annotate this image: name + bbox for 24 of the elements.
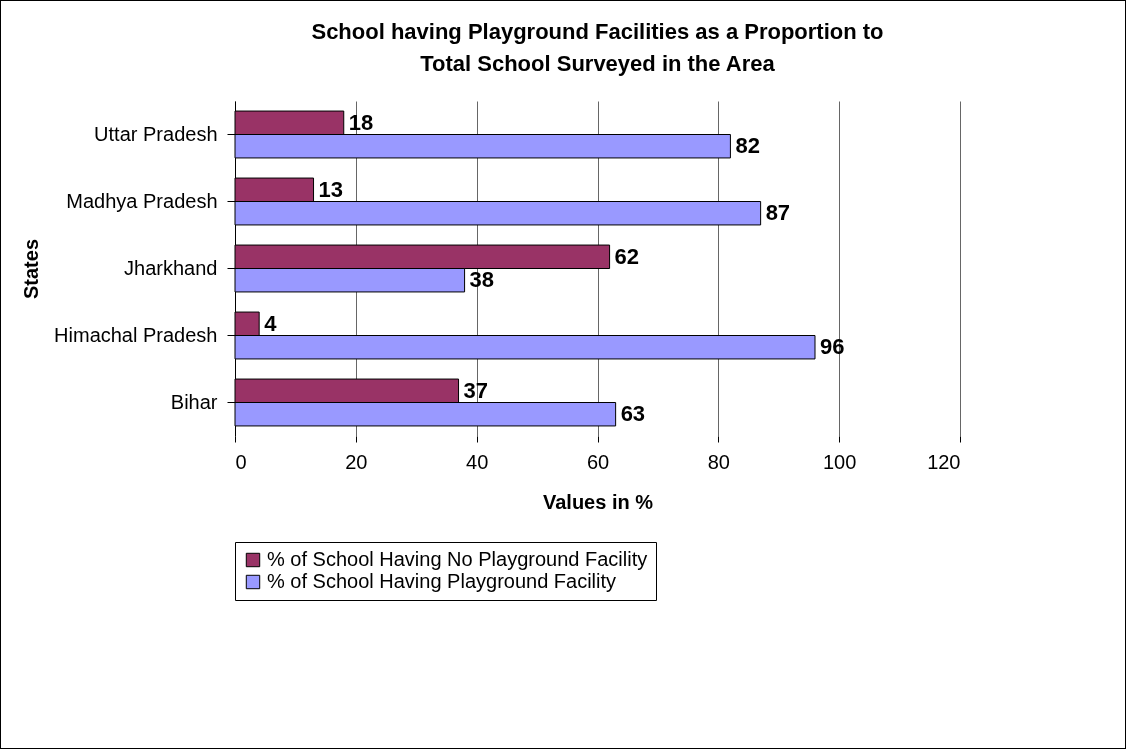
y-tick-label: Himachal Pradesh [54, 323, 218, 346]
x-tick-label: 120 [927, 450, 961, 473]
data-label: 82 [735, 133, 760, 159]
y-tick-label: Jharkhand [124, 256, 218, 279]
x-tick-label: 0 [235, 450, 247, 473]
data-label: 4 [264, 310, 278, 336]
x-tick-label: 100 [822, 450, 857, 473]
data-label: 63 [620, 401, 646, 427]
y-axis-title: States [20, 238, 43, 300]
data-label: 13 [318, 176, 344, 202]
text: School having Playground Facilities as a Proportion to [311, 19, 884, 44]
legend-label: % of School Having No Playground Facility [267, 548, 648, 570]
x-tick-label: 80 [707, 450, 730, 473]
x-tick-label: 20 [345, 450, 368, 473]
x-tick-label: 40 [466, 450, 489, 473]
data-label: 62 [614, 243, 640, 269]
y-tick-label: Uttar Pradesh [94, 122, 218, 145]
legend-label: % of School Having Playground Facility [267, 570, 617, 592]
x-axis-title: Values in % [542, 490, 654, 513]
y-tick-label: Bihar [170, 390, 218, 413]
text: Total School Surveyed in the Area [420, 51, 775, 76]
x-tick-label: 60 [586, 450, 610, 473]
y-tick-label: Madhya Pradesh [66, 189, 218, 212]
data-label: 87 [765, 200, 791, 226]
